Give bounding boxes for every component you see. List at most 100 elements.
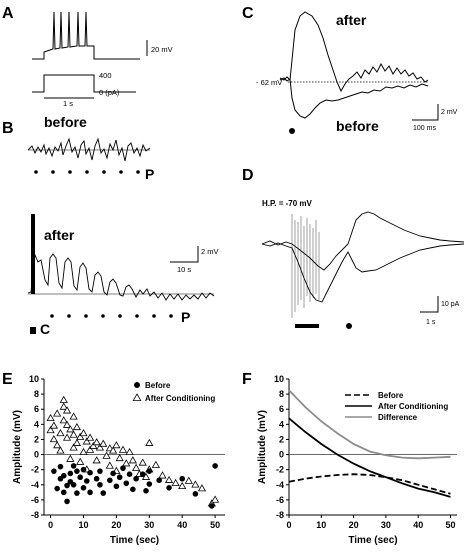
e-point-after-conditioning (122, 459, 131, 467)
e-point-before (80, 466, 87, 473)
e-point-after-conditioning (178, 481, 187, 490)
e-point-before (113, 483, 120, 490)
f-y-axis-title: Amplitude (mV) (257, 410, 268, 484)
e-point-before (146, 468, 153, 474)
panel-d-trace-1 (261, 211, 465, 271)
panel-d-current-scale-label: 10 pA (441, 301, 460, 308)
panel-b-before-label: before (44, 114, 87, 130)
e-point-before (77, 474, 83, 481)
e-point-before (120, 465, 126, 471)
panel-a-voltage-trace (32, 11, 140, 60)
panel-d-time-scale-label: 1 s (426, 319, 436, 326)
panel-e-legend: Before After Conditioning (132, 381, 215, 403)
f-legend-label-0: Before (378, 391, 404, 400)
e-point-after-conditioning (53, 409, 62, 417)
e-point-after-conditioning (69, 412, 78, 420)
panel-f-marks (288, 389, 451, 498)
panel-a-current-low-label: 0 (pA) (99, 88, 120, 97)
f-series-line-0 (288, 473, 451, 495)
panel-d-stim-artifacts (291, 214, 320, 318)
e-ytick-label: 6 (34, 404, 39, 414)
e-ytick-label: 2 (34, 434, 39, 444)
e-point-before (83, 478, 90, 484)
e-legend-before-label: Before (145, 381, 171, 390)
e-point-after-conditioning (102, 451, 111, 459)
e-point-before (110, 470, 116, 477)
e-point-before (64, 498, 70, 505)
panel-d-train-bar (295, 324, 319, 328)
panel-b-c-label: C (40, 321, 50, 337)
e-point-after-conditioning (197, 484, 207, 492)
panel-b-before-trace (27, 137, 151, 162)
e-point-after-conditioning (69, 443, 78, 451)
e-point-after-conditioning (85, 445, 95, 453)
e-xtick-label: 10 (78, 520, 88, 530)
e-point-before (64, 482, 70, 489)
e-point-after-conditioning (53, 441, 62, 449)
e-point-after-conditioning (46, 425, 55, 434)
e-xtick-label: 40 (177, 520, 187, 530)
e-point-after-conditioning (49, 435, 58, 443)
panel-d-hp-label: H.P. = -70 mV (262, 199, 313, 208)
panel-a-voltage-scale-label: 20 mV (151, 45, 173, 54)
e-point-after-conditioning (46, 413, 55, 422)
panel-d-letter: D (242, 167, 254, 184)
e-point-after-conditioning (145, 438, 154, 446)
e-ytick-label: -2 (31, 465, 39, 475)
f-legend-label-2: Difference (378, 413, 418, 422)
e-point-after-conditioning (95, 443, 105, 451)
e-point-after-conditioning (141, 472, 151, 480)
e-point-after-conditioning (118, 445, 128, 453)
e-point-after-conditioning (92, 456, 101, 464)
panel-a-time-scale-label: 1 s (63, 99, 73, 108)
panel-c-after-trace (279, 11, 429, 93)
e-point-after-conditioning (62, 433, 72, 441)
e-point-after-conditioning (151, 460, 161, 468)
f-ytick-label: 4 (279, 419, 284, 429)
e-point-after-conditioning (138, 458, 147, 466)
f-xtick-label: 0 (286, 520, 291, 530)
e-point-before (74, 468, 80, 474)
panel-d: D H.P. = -70 mV 10 pA 1 s (242, 167, 465, 329)
e-point-before (212, 463, 218, 469)
e-point-before (100, 490, 107, 496)
panel-b-conditioning-burst (31, 214, 35, 294)
e-point-before (139, 471, 146, 478)
e-point-before (60, 472, 67, 479)
panel-a: A 20 mV 400 0 (pA) 1 s (2, 5, 173, 108)
panel-c-voltage-scale-label: 2 mV (441, 109, 458, 116)
e-point-before (166, 485, 172, 491)
e-point-after-conditioning (76, 457, 85, 465)
e-point-before (146, 481, 153, 487)
f-ytick-label: -4 (276, 480, 284, 490)
e-ytick-label: -4 (31, 480, 39, 490)
e-point-after-conditioning (82, 437, 91, 445)
f-ytick-label: 8 (279, 389, 284, 399)
panel-c-scalebar (412, 104, 439, 121)
e-point-before (57, 463, 64, 470)
e-point-after-conditioning (105, 461, 114, 469)
panel-c: C after before - 62 mV 2 mV 100 ms (242, 5, 458, 134)
e-point-before (74, 490, 80, 496)
panel-f-axes: -8 -6 -4 -2 0 2 4 6 8 10 0 10 20 30 40 50 Time (sec) Ampl… (257, 374, 457, 546)
e-point-before (123, 480, 130, 487)
f-xtick-label: 30 (381, 520, 391, 530)
e-point-after-conditioning (69, 430, 78, 438)
panel-c-after-label: after (336, 12, 367, 28)
panel-c-letter: C (242, 5, 254, 22)
panel-b-before-stim-dots (34, 170, 140, 174)
e-y-axis-title: Amplitude (mV) (12, 410, 23, 484)
e-point-after-conditioning (125, 447, 134, 456)
e-point-before (156, 477, 162, 484)
e-point-after-conditioning (211, 495, 220, 503)
e-point-after-conditioning (171, 478, 180, 487)
f-series-line-1 (288, 417, 451, 498)
panel-b-scalebar (170, 246, 199, 263)
e-ytick-label: -6 (31, 495, 39, 505)
e-point-before (107, 477, 113, 484)
panel-b: B before P after P C 2 mV 10 s (2, 114, 219, 337)
e-point-after-conditioning (66, 454, 75, 462)
e-point-before (87, 469, 93, 476)
f-xtick-label: 50 (446, 520, 456, 530)
